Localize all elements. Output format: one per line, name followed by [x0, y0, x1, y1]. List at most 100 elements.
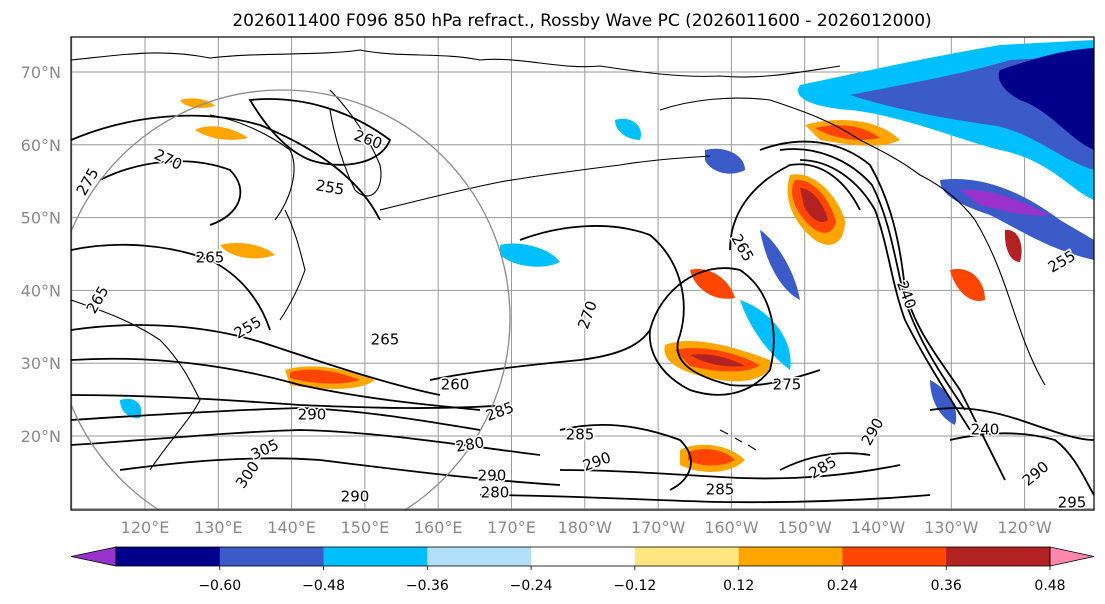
coast-okhotsk [209, 114, 295, 221]
colorbar-tick-label: −0.60 [198, 578, 241, 594]
lon-tick-label: 170°E [487, 518, 536, 537]
shade-neg-trough [760, 230, 800, 300]
colorbar-segment [738, 547, 843, 566]
longitude-labels: 120°E 130°E 140°E 150°E 160°E 170°E 180°W 170°W… [121, 518, 1052, 537]
contour-label: 290 [341, 488, 370, 506]
lat-tick-label: 70°N [21, 63, 61, 82]
lat-tick-label: 30°N [21, 354, 61, 373]
shade-pos-west-coast-2 [1004, 229, 1022, 262]
contour-label: 240 [971, 421, 1000, 439]
shade-pos-trough-3 [690, 354, 745, 367]
graticule [71, 37, 1094, 510]
shade-pos-jet-exit-3 [800, 188, 828, 223]
contour-label: 295 [1058, 494, 1087, 512]
contour-label: 285 [706, 481, 735, 499]
shade-pos-west-coast [950, 269, 985, 301]
coast-siberia [71, 49, 841, 78]
colorbar-segment [116, 547, 221, 566]
contour-label: 290 [478, 467, 507, 485]
map-border [70, 36, 1095, 511]
contour-line [71, 243, 271, 331]
shade-neg-aleutian [500, 243, 560, 267]
lat-tick-label: 20°N [21, 427, 61, 446]
contour-label: 260 [441, 376, 470, 394]
shading-layer [120, 40, 1094, 472]
shade-neg-trough-2 [740, 300, 791, 370]
shade-pos-japan [220, 243, 275, 259]
colorbar-segment [634, 547, 740, 566]
contour-line [248, 98, 392, 166]
colorbar-tick-label: −0.36 [406, 578, 449, 594]
shade-neg-arctic-3 [998, 48, 1094, 150]
contour-line [71, 114, 381, 221]
lon-tick-label: 130°E [194, 518, 243, 537]
colorbar-tick-label: 0.48 [1034, 578, 1065, 594]
colorbar-tick-label: 0.12 [723, 578, 754, 594]
contour-line [929, 407, 1094, 441]
colorbar-tick-label: −0.48 [302, 578, 345, 594]
shade-neg-alaska [705, 148, 745, 174]
colorbar-tick-label: −0.12 [613, 578, 656, 594]
coast-japan [279, 209, 306, 321]
colorbar-extend-high [1049, 546, 1095, 567]
colorbar-segment [531, 547, 636, 566]
contour-line [559, 464, 901, 480]
lon-tick-label: 120°E [121, 518, 170, 537]
coast-kamchatka [329, 89, 382, 197]
shade-pos-central [690, 269, 735, 299]
colorbar-tick-label: −0.24 [510, 578, 553, 594]
contour-line [759, 140, 1006, 481]
coastlines [71, 49, 1046, 471]
lat-tick-label: 50°N [21, 209, 61, 228]
lat-tick-label: 40°N [21, 281, 61, 300]
lon-tick-label: 150°E [341, 518, 390, 537]
lon-tick-label: 140°W [851, 518, 906, 537]
coast-na-west [974, 219, 1046, 386]
contour-label: 285 [566, 426, 595, 444]
colorbar: −0.60 −0.48 −0.36 −0.24 −0.12 0.12 0.24 0.36 0.4… [70, 546, 1095, 594]
coast-china [71, 299, 201, 471]
colorbar-tick-label: 0.36 [931, 578, 962, 594]
colorbar-segment [219, 547, 325, 566]
latitude-labels: 70°N 60°N 50°N 40°N 30°N 20°N [21, 63, 61, 446]
lon-tick-label: 160°W [704, 518, 759, 537]
colorbar-tick-label: 0.24 [827, 578, 858, 594]
shade-neg-bering [615, 118, 641, 140]
contour-lines [71, 98, 1094, 504]
contour-line [71, 429, 541, 456]
contour-line [119, 457, 561, 486]
lon-tick-label: 180°W [558, 518, 613, 537]
shade-neg-east-coast [930, 380, 957, 425]
colorbar-segment [842, 547, 947, 566]
contour-label: 275 [773, 376, 802, 394]
contour-line [71, 407, 481, 431]
contour-label: 290 [298, 406, 327, 424]
shade-pos-okhotsk [195, 126, 248, 140]
contour-line [648, 267, 775, 396]
contour-line [99, 160, 242, 226]
contour-line [779, 452, 871, 471]
contour-label: 280 [481, 484, 510, 502]
lon-tick-label: 160°E [414, 518, 463, 537]
contour-line [71, 394, 511, 409]
shade-pos-kamchatka [180, 98, 215, 108]
contour-line [559, 423, 692, 491]
colorbar-segment [946, 547, 1051, 566]
lon-tick-label: 140°E [267, 518, 316, 537]
colorbar-segment [323, 547, 428, 566]
contour-line [479, 494, 931, 504]
contour-line [71, 357, 481, 411]
contour-label: 265 [371, 331, 400, 349]
map-title: 2026011400 F096 850 hPa refract., Rossby… [232, 11, 931, 31]
contour-line [729, 163, 861, 251]
lon-tick-label: 130°W [924, 518, 979, 537]
coast-alaska [659, 97, 976, 221]
contour-line [949, 432, 1094, 496]
lon-tick-label: 120°W [997, 518, 1052, 537]
shade-neg-arctic-5 [960, 189, 1050, 216]
contour-line [799, 159, 971, 431]
shade-pos-east-asia-2 [290, 369, 360, 384]
colorbar-outline [115, 546, 1051, 567]
